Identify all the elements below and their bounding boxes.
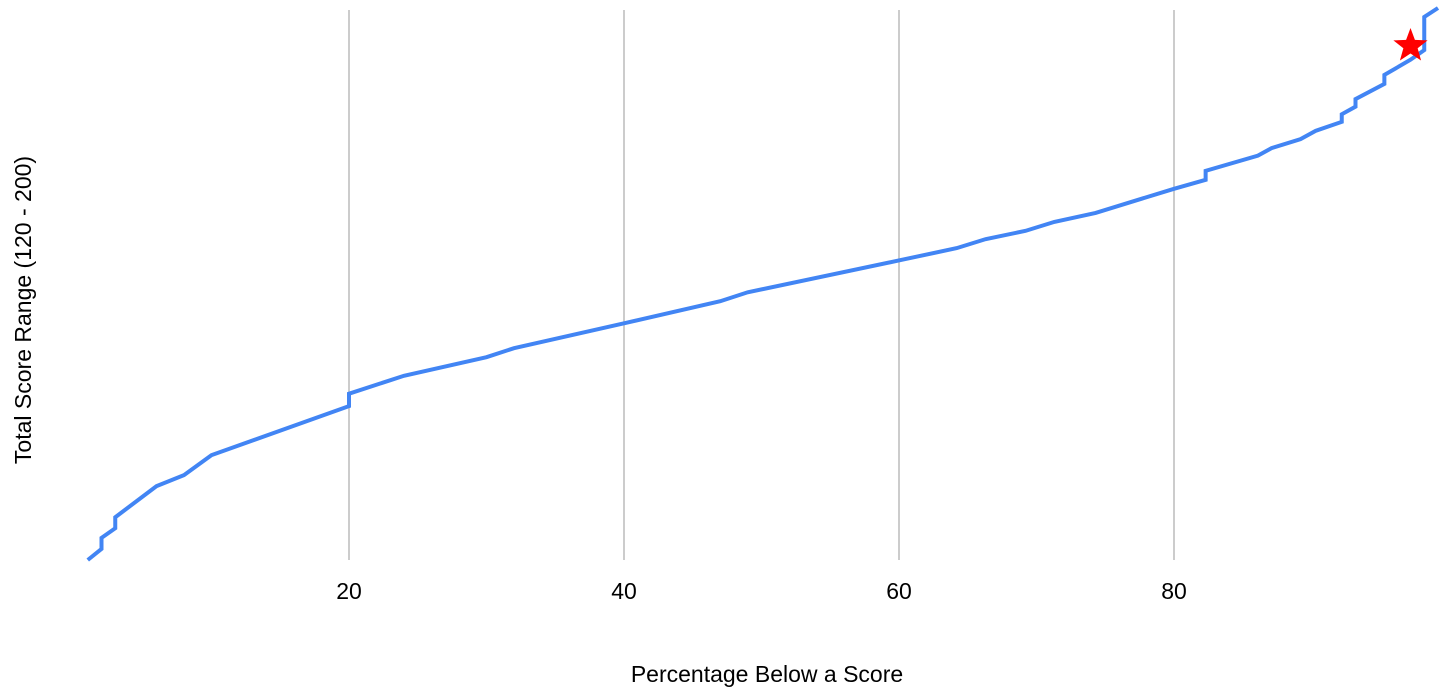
line [86, 6, 1440, 562]
highlight-star [1393, 27, 1428, 61]
x-tick-label: 40 [611, 578, 637, 604]
x-tick-label: 20 [336, 578, 362, 604]
y-axis-title: Total Score Range (120 - 200) [10, 156, 36, 464]
x-tick-label: 60 [886, 578, 912, 604]
grid [348, 10, 1175, 560]
x-tick-label: 80 [1161, 578, 1187, 604]
x-axis-title: Percentage Below a Score [631, 661, 903, 687]
